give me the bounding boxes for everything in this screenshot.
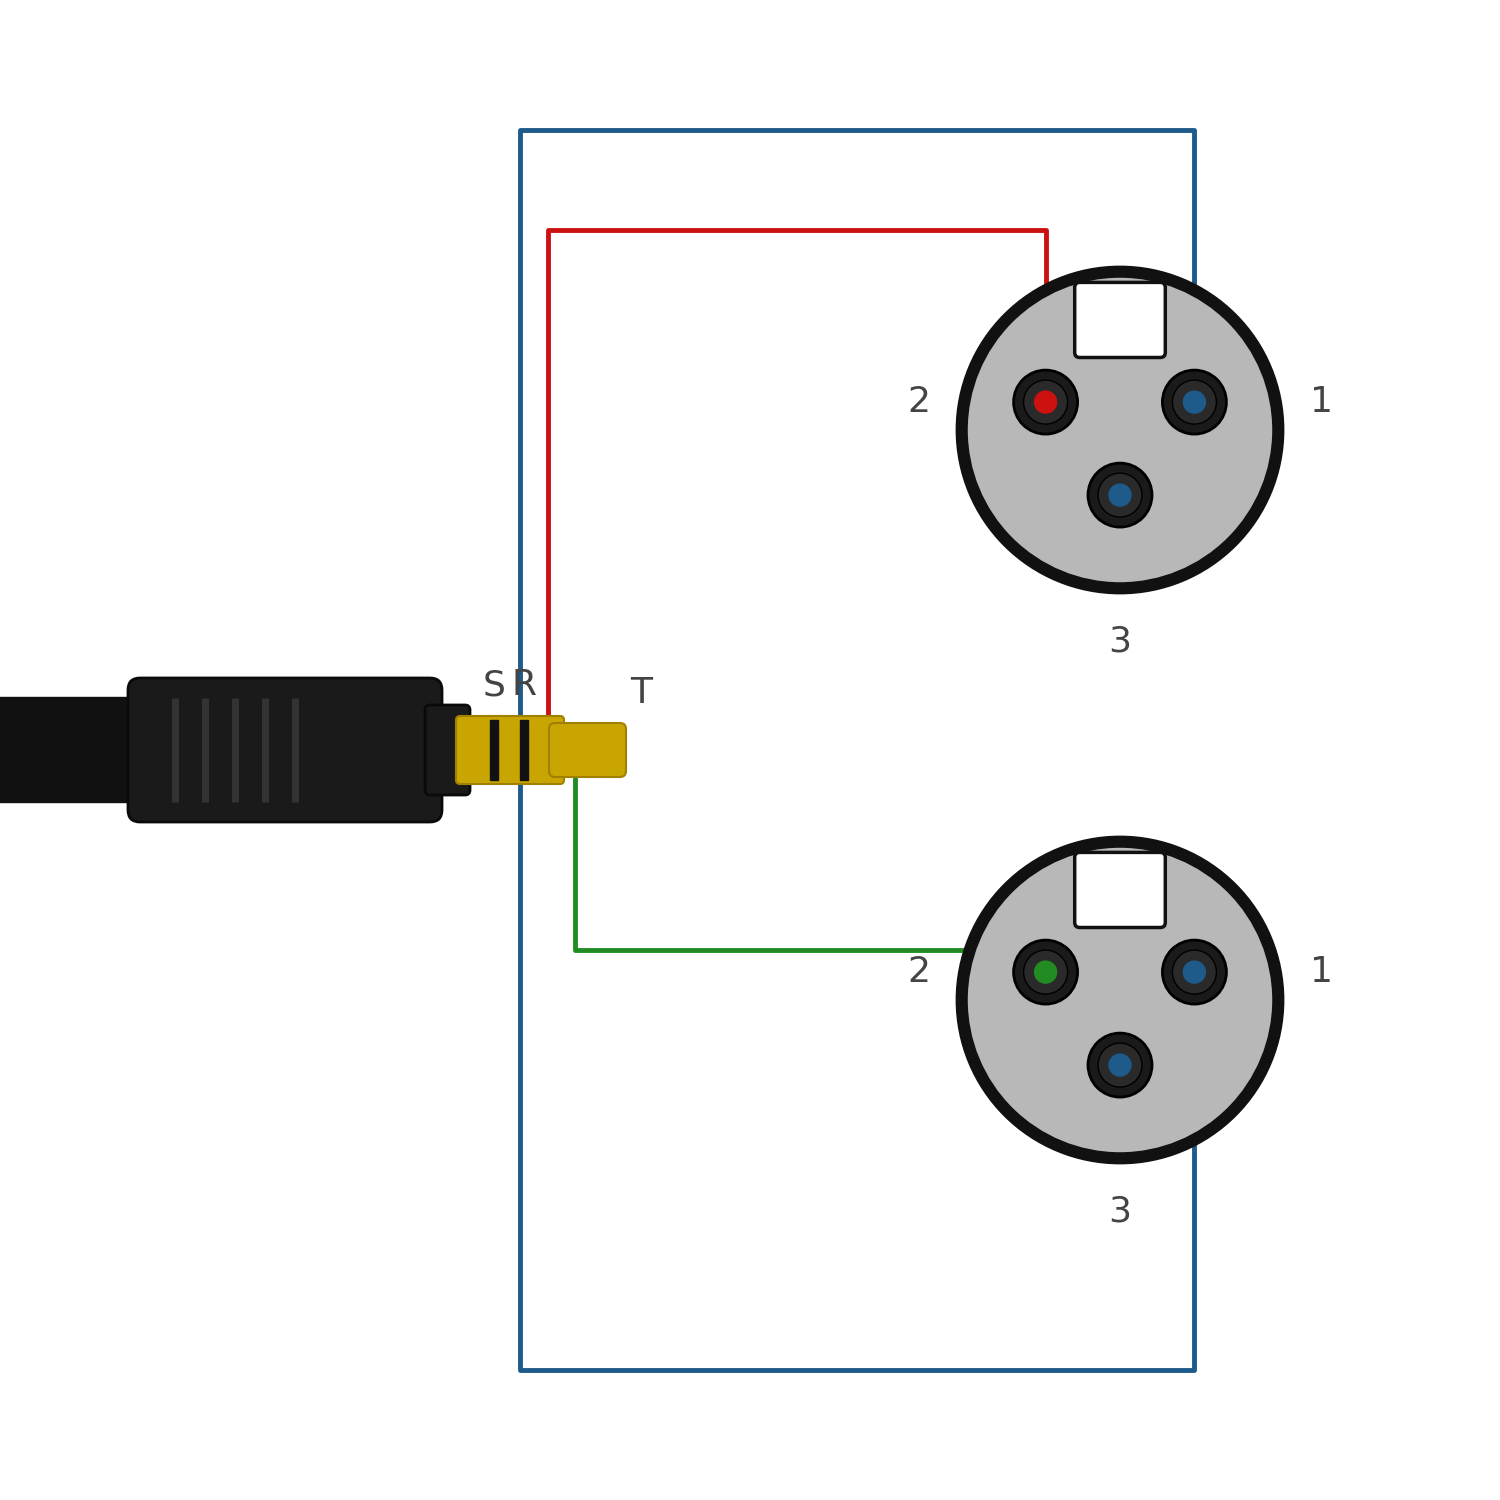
Circle shape xyxy=(1108,484,1131,506)
Circle shape xyxy=(964,844,1275,1155)
Text: 1: 1 xyxy=(1310,386,1334,418)
Text: T: T xyxy=(630,676,652,710)
Circle shape xyxy=(1035,962,1056,982)
Circle shape xyxy=(1014,940,1077,1004)
FancyBboxPatch shape xyxy=(1074,282,1166,357)
FancyBboxPatch shape xyxy=(456,716,564,784)
FancyBboxPatch shape xyxy=(128,678,442,822)
FancyBboxPatch shape xyxy=(424,705,470,795)
Circle shape xyxy=(957,837,1282,1162)
Text: 3: 3 xyxy=(1108,626,1131,658)
Circle shape xyxy=(1088,464,1152,526)
Circle shape xyxy=(1173,380,1216,424)
Text: R: R xyxy=(512,668,537,702)
FancyBboxPatch shape xyxy=(549,723,626,777)
Circle shape xyxy=(964,274,1275,585)
Circle shape xyxy=(1035,392,1056,412)
Circle shape xyxy=(1173,950,1216,994)
FancyBboxPatch shape xyxy=(1074,852,1166,927)
Circle shape xyxy=(1014,370,1077,434)
Circle shape xyxy=(1023,380,1068,424)
FancyBboxPatch shape xyxy=(0,698,180,802)
Circle shape xyxy=(1184,392,1206,412)
Text: 1: 1 xyxy=(1310,956,1334,988)
Text: 2: 2 xyxy=(908,956,930,988)
Text: 3: 3 xyxy=(1108,1196,1131,1228)
Circle shape xyxy=(1162,940,1227,1004)
Circle shape xyxy=(1184,962,1206,982)
Circle shape xyxy=(1023,950,1068,994)
Bar xyxy=(490,720,498,780)
Circle shape xyxy=(1098,472,1142,518)
Text: 2: 2 xyxy=(908,386,930,418)
Text: S: S xyxy=(483,668,506,702)
Circle shape xyxy=(1098,1042,1142,1088)
Bar xyxy=(520,720,528,780)
Circle shape xyxy=(1162,370,1227,434)
Circle shape xyxy=(957,267,1282,592)
Circle shape xyxy=(1088,1034,1152,1096)
Circle shape xyxy=(1108,1054,1131,1076)
